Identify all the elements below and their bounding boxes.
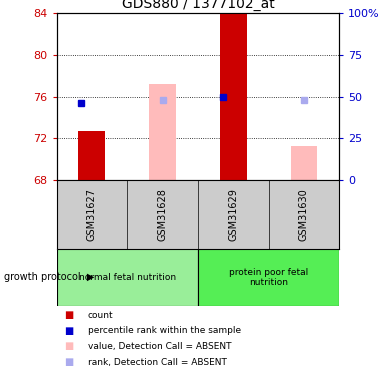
- Bar: [57, 249, 198, 306]
- Text: GSM31627: GSM31627: [87, 188, 97, 241]
- Text: GSM31630: GSM31630: [299, 188, 309, 241]
- Text: count: count: [88, 310, 113, 320]
- Text: normal fetal nutrition: normal fetal nutrition: [79, 273, 176, 282]
- Text: GSM31629: GSM31629: [228, 188, 238, 241]
- Text: percentile rank within the sample: percentile rank within the sample: [88, 326, 241, 335]
- Bar: [149, 84, 176, 180]
- Bar: [198, 249, 339, 306]
- Title: GDS880 / 1377102_at: GDS880 / 1377102_at: [122, 0, 274, 11]
- Text: protein poor fetal
nutrition: protein poor fetal nutrition: [229, 268, 308, 287]
- Text: value, Detection Call = ABSENT: value, Detection Call = ABSENT: [88, 342, 231, 351]
- Text: ■: ■: [64, 310, 74, 320]
- Text: ■: ■: [64, 342, 74, 351]
- Bar: [78, 131, 105, 180]
- Text: ■: ■: [64, 357, 74, 367]
- Text: rank, Detection Call = ABSENT: rank, Detection Call = ABSENT: [88, 358, 227, 367]
- Bar: [291, 146, 317, 180]
- Text: growth protocol  ▶: growth protocol ▶: [4, 273, 94, 282]
- Text: GSM31628: GSM31628: [158, 188, 168, 241]
- Bar: [220, 13, 247, 180]
- Text: ■: ■: [64, 326, 74, 336]
